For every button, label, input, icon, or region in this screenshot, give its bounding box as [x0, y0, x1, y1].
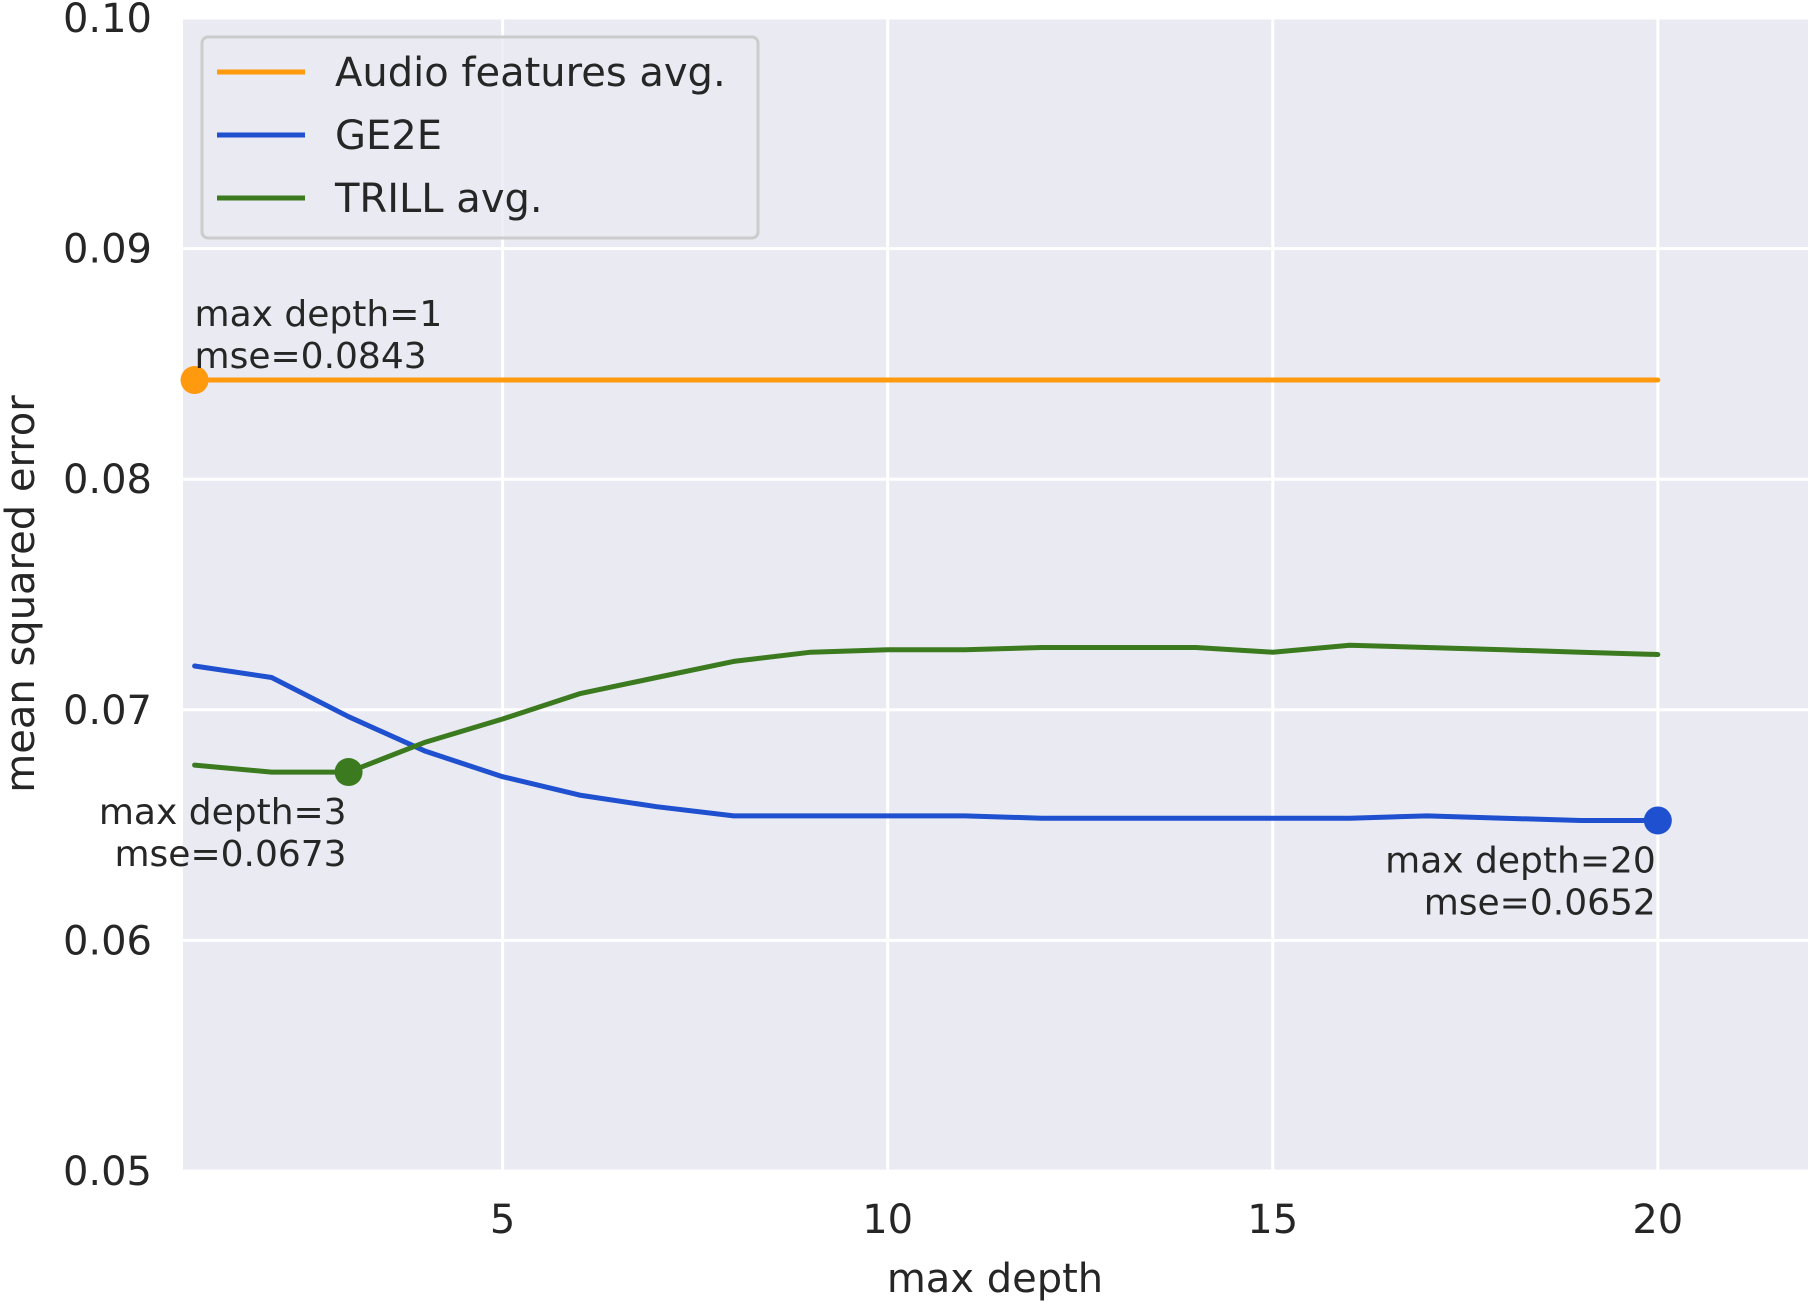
- x-axis-label: max depth: [887, 1256, 1103, 1301]
- x-tick-label: 10: [862, 1197, 913, 1243]
- legend-label: GE2E: [335, 113, 442, 159]
- y-tick-label: 0.08: [63, 457, 152, 503]
- highlight-markers: [180, 366, 1672, 835]
- legend-item: Audio features avg.: [217, 50, 726, 96]
- highlight-marker: [180, 366, 209, 395]
- annotation-text: max depth=20: [1385, 840, 1656, 881]
- legend-item: TRILL avg.: [217, 176, 543, 222]
- grid-lines: [183, 16, 1808, 1173]
- annotation-text: mse=0.0652: [1424, 882, 1656, 923]
- x-tick-label: 5: [490, 1197, 515, 1243]
- y-axis-label: mean squared error: [0, 395, 44, 793]
- series-line: [192, 663, 1661, 823]
- y-tick-label: 0.09: [63, 227, 152, 273]
- legend-item: GE2E: [217, 113, 442, 159]
- y-tick-label: 0.05: [63, 1149, 152, 1195]
- tick-labels: 5 10 15 20 0.05 0.06 0.07 0.08 0.09 0.10: [63, 0, 1683, 1243]
- annotation-text: mse=0.0843: [195, 336, 427, 377]
- legend-label: Audio features avg.: [335, 50, 726, 96]
- x-tick-label: 15: [1247, 1197, 1298, 1243]
- annotation-text: mse=0.0673: [114, 834, 346, 875]
- highlight-marker: [1643, 806, 1672, 835]
- legend-label: TRILL avg.: [334, 176, 543, 222]
- legend-frame: [200, 35, 760, 240]
- series-lines: [192, 377, 1661, 823]
- y-tick-label: 0.06: [63, 918, 152, 964]
- legend: Audio features avg. GE2E TRILL avg.: [200, 35, 760, 240]
- series-line: [192, 642, 1661, 775]
- annotation-text: max depth=1: [195, 294, 443, 335]
- annotation-text: max depth=3: [99, 792, 347, 833]
- x-tick-label: 20: [1632, 1197, 1683, 1243]
- y-tick-label: 0.07: [63, 688, 152, 734]
- highlight-marker: [334, 758, 363, 787]
- y-tick-label: 0.10: [63, 0, 152, 42]
